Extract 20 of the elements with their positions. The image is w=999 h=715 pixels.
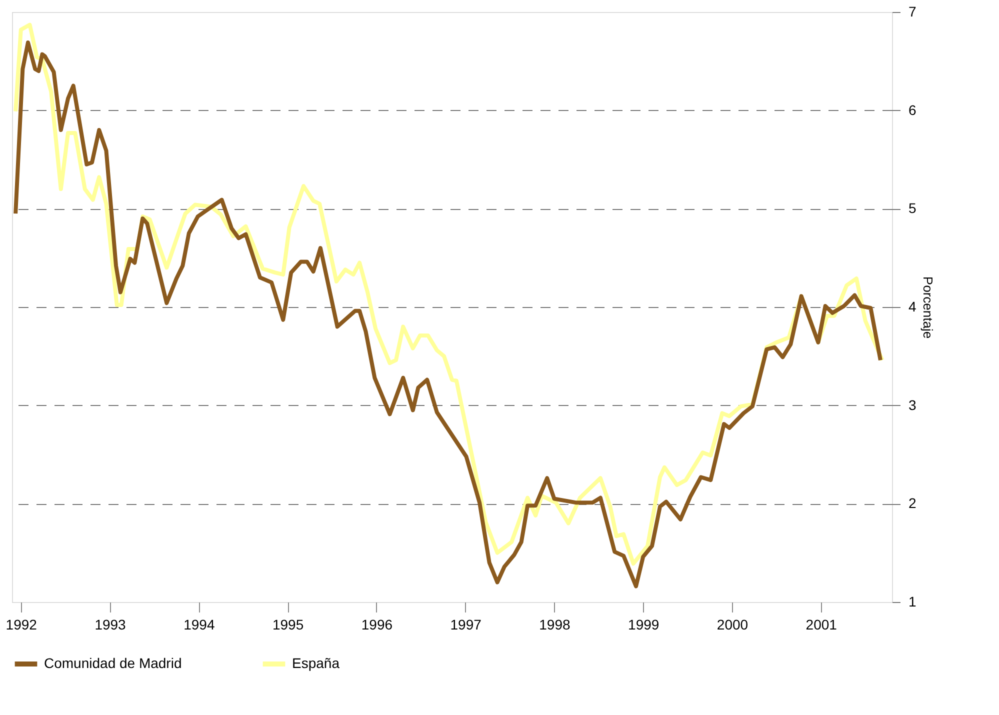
y-tick-label: 6 [908, 102, 916, 118]
y-tick-label: 7 [908, 4, 916, 20]
x-tick-label: 1998 [539, 616, 571, 632]
legend-label: España [292, 655, 340, 671]
legend-label: Comunidad de Madrid [44, 655, 182, 671]
x-tick-label: 1997 [450, 616, 482, 632]
y-tick-label: 4 [908, 298, 916, 314]
y-tick-label: 1 [908, 594, 916, 610]
y-tick-label: 5 [908, 200, 916, 216]
x-tick-label: 1994 [184, 616, 215, 632]
x-tick-label: 2001 [806, 616, 838, 632]
x-tick-label: 1992 [6, 616, 38, 632]
x-tick-label: 1995 [272, 616, 304, 632]
y-tick-label: 2 [908, 495, 916, 512]
x-tick-label: 1999 [628, 616, 660, 632]
x-tick-label: 1993 [94, 616, 126, 632]
y-tick-label: 3 [908, 396, 916, 413]
x-tick-label: 2000 [716, 616, 748, 632]
x-tick-label: 1996 [361, 616, 393, 632]
y-axis-title: Porcentaje [920, 276, 936, 339]
